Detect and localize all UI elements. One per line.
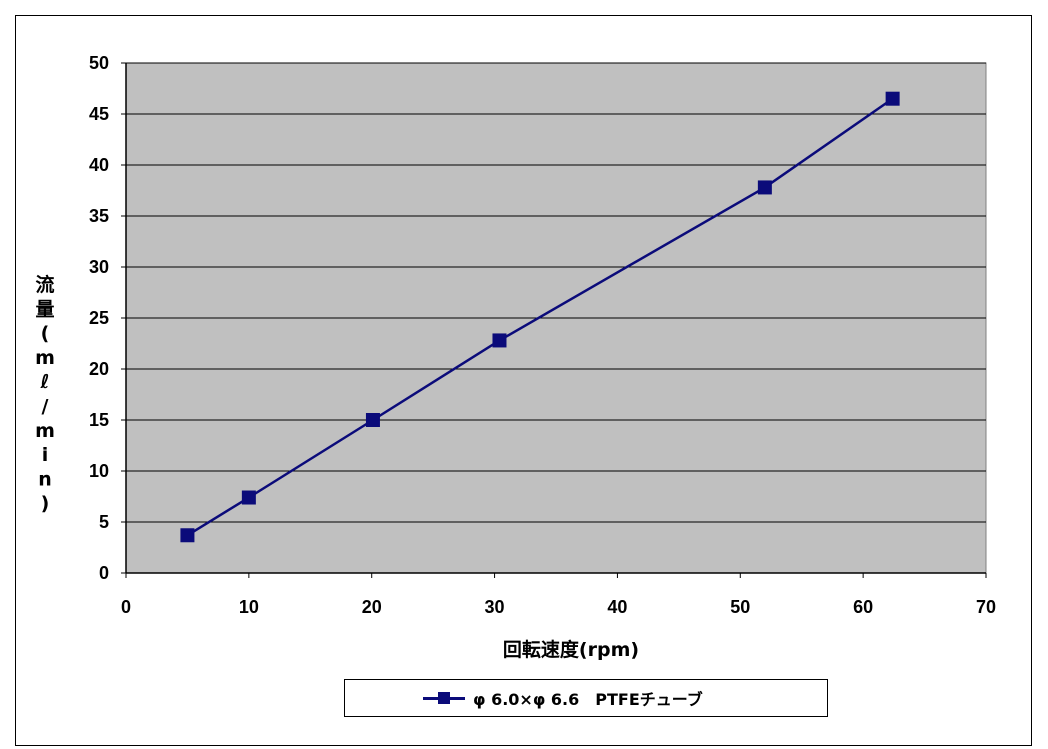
y-tick-label: 45 xyxy=(89,104,109,124)
x-tick-label: 70 xyxy=(976,597,996,617)
x-tick-label: 40 xyxy=(607,597,627,617)
x-tick-label: 50 xyxy=(730,597,750,617)
y-tick-label: 15 xyxy=(89,410,109,430)
legend-series-swatch xyxy=(423,692,465,704)
y-tick-label: 10 xyxy=(89,461,109,481)
data-point xyxy=(365,413,380,427)
y-axis-title: 流量(m ℓ / m i n) xyxy=(35,273,55,515)
data-point xyxy=(492,333,507,348)
legend-series-label: φ 6.0×φ 6.6 PTFEチューブ xyxy=(473,690,703,709)
y-tick-label: 20 xyxy=(89,359,109,379)
x-tick-label: 30 xyxy=(485,597,505,617)
y-tick-label: 35 xyxy=(89,206,109,226)
data-point xyxy=(885,91,900,106)
x-tick-label: 20 xyxy=(362,597,382,617)
x-tick-label: 10 xyxy=(239,597,259,617)
data-point xyxy=(180,528,195,543)
y-tick-label: 30 xyxy=(89,257,109,277)
y-tick-label: 0 xyxy=(99,563,109,583)
data-point xyxy=(757,180,772,195)
series-line xyxy=(186,97,894,537)
x-tick-label: 60 xyxy=(853,597,873,617)
y-tick-label: 40 xyxy=(89,155,109,175)
data-point xyxy=(241,490,256,505)
y-tick-label: 25 xyxy=(89,308,109,328)
x-axis-title: 回転速度(rpm) xyxy=(503,638,639,661)
y-tick-label: 50 xyxy=(89,53,109,73)
y-tick-label: 5 xyxy=(99,512,109,532)
x-tick-label: 0 xyxy=(121,597,131,617)
legend: φ 6.0×φ 6.6 PTFEチューブ xyxy=(344,679,828,717)
